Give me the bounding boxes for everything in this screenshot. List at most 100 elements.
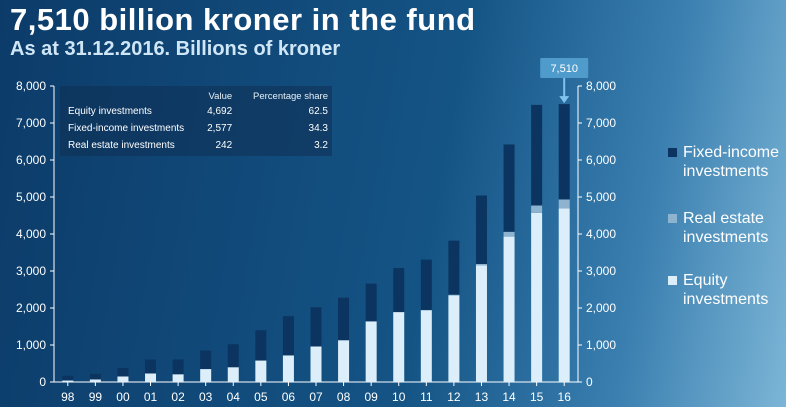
y-tick-label-left: 5,000 — [16, 190, 46, 204]
y-tick-label-right: 4,000 — [586, 227, 616, 241]
bar-real-estate — [531, 205, 543, 213]
x-tick-label: 13 — [475, 390, 489, 404]
x-tick-label: 03 — [199, 390, 213, 404]
bar-equity — [503, 236, 515, 382]
row-label: Equity investments — [68, 106, 152, 117]
bar-fixed-income — [531, 104, 543, 206]
bar-equity — [89, 379, 101, 382]
legend-swatch-real-estate — [668, 214, 677, 223]
row-share: 34.3 — [308, 123, 328, 134]
x-tick-label: 99 — [89, 390, 103, 404]
bar-fixed-income — [62, 375, 74, 381]
bar-real-estate — [503, 231, 515, 237]
page-title: 7,510 billion kroner in the fund — [10, 2, 476, 37]
y-tick-label-left: 8,000 — [16, 79, 46, 93]
bar-real-estate — [558, 199, 570, 209]
bar-fixed-income — [255, 330, 267, 361]
bar-equity — [365, 321, 377, 382]
callout-box — [540, 58, 589, 78]
row-value: 2,577 — [207, 123, 233, 134]
bar-equity — [558, 208, 570, 382]
bar-equity — [393, 312, 405, 382]
bar-fixed-income — [227, 344, 239, 368]
y-tick-label-left: 3,000 — [16, 264, 46, 278]
bar-equity — [282, 355, 294, 382]
bar-equity — [172, 374, 184, 382]
bar-fixed-income — [172, 359, 184, 375]
bar-fixed-income — [145, 359, 157, 374]
y-tick-label-right: 8,000 — [586, 79, 616, 93]
x-tick-label: 09 — [364, 390, 378, 404]
callout-arrow-head — [559, 96, 570, 104]
bar-equity — [338, 340, 350, 382]
legend-swatch-equity — [668, 276, 677, 285]
row-value: 242 — [215, 140, 233, 151]
x-tick-label: 01 — [144, 390, 158, 404]
bar-fixed-income — [448, 240, 460, 295]
y-tick-label-left: 4,000 — [16, 227, 46, 241]
y-tick-label-left: 0 — [39, 375, 46, 389]
bar-equity — [531, 212, 543, 382]
x-tick-label: 07 — [309, 390, 323, 404]
bar-equity — [145, 373, 157, 382]
x-tick-label: 14 — [502, 390, 516, 404]
y-tick-label-left: 2,000 — [16, 301, 46, 315]
y-tick-label-left: 6,000 — [16, 153, 46, 167]
legend-label-equity: Equity investments — [683, 272, 769, 308]
row-share: 62.5 — [308, 106, 328, 117]
legend-swatch-fixed-income — [668, 148, 677, 157]
x-tick-label: 16 — [558, 390, 572, 404]
table-row: Real estate investments 242 3.2 — [60, 137, 332, 154]
summary-table-header-row: Value Percentage share — [60, 90, 332, 103]
table-row: Fixed-income investments 2,577 34.3 — [60, 120, 332, 137]
x-tick-label: 05 — [254, 390, 268, 404]
y-tick-label-left: 7,000 — [16, 116, 46, 130]
bar-fixed-income — [393, 268, 405, 313]
x-tick-label: 10 — [392, 390, 406, 404]
summary-table-header-share: Percentage share — [253, 91, 328, 102]
summary-table: Value Percentage share Equity investment… — [60, 86, 332, 156]
x-tick-label: 11 — [420, 390, 433, 404]
bar-fixed-income — [365, 283, 377, 322]
summary-table-header-value: Value — [208, 91, 233, 102]
bar-fixed-income — [310, 307, 322, 347]
y-tick-label-left: 1,000 — [16, 338, 46, 352]
bar-fixed-income — [89, 373, 101, 380]
bar-fixed-income — [475, 195, 487, 264]
x-tick-label: 98 — [61, 390, 75, 404]
bar-fixed-income — [200, 350, 212, 370]
bar-fixed-income — [503, 144, 515, 232]
bar-equity — [310, 346, 322, 382]
bar-fixed-income — [338, 297, 350, 341]
x-tick-label: 15 — [530, 390, 544, 404]
bar-equity — [448, 295, 460, 382]
row-value: 4,692 — [207, 106, 233, 117]
summary-table-header-label — [60, 90, 198, 103]
row-label: Real estate investments — [68, 140, 175, 151]
legend-label-fixed-income: Fixed-income investments — [683, 144, 780, 180]
bar-fixed-income — [558, 104, 570, 200]
y-tick-label-right: 5,000 — [586, 190, 616, 204]
y-tick-label-right: 3,000 — [586, 264, 616, 278]
x-tick-label: 00 — [116, 390, 130, 404]
bar-equity — [117, 376, 129, 382]
row-share: 3.2 — [314, 140, 328, 151]
bar-equity — [227, 367, 239, 382]
page-subtitle: As at 31.12.2016. Billions of kroner — [10, 38, 341, 60]
x-tick-label: 04 — [227, 390, 241, 404]
y-tick-label-right: 1,000 — [586, 338, 616, 352]
row-label: Fixed-income investments — [68, 123, 185, 134]
table-row: Equity investments 4,692 62.5 — [60, 103, 332, 120]
x-tick-label: 12 — [447, 390, 461, 404]
bar-equity — [475, 265, 487, 382]
bar-equity — [255, 360, 267, 382]
y-tick-label-right: 2,000 — [586, 301, 616, 315]
callout-label: 7,510 — [550, 63, 578, 75]
x-tick-label: 06 — [282, 390, 296, 404]
x-tick-label: 02 — [171, 390, 185, 404]
x-tick-label: 08 — [337, 390, 351, 404]
y-tick-label-right: 0 — [586, 375, 593, 389]
bar-equity — [420, 310, 432, 382]
bar-equity — [62, 380, 74, 382]
y-tick-label-right: 6,000 — [586, 153, 616, 167]
